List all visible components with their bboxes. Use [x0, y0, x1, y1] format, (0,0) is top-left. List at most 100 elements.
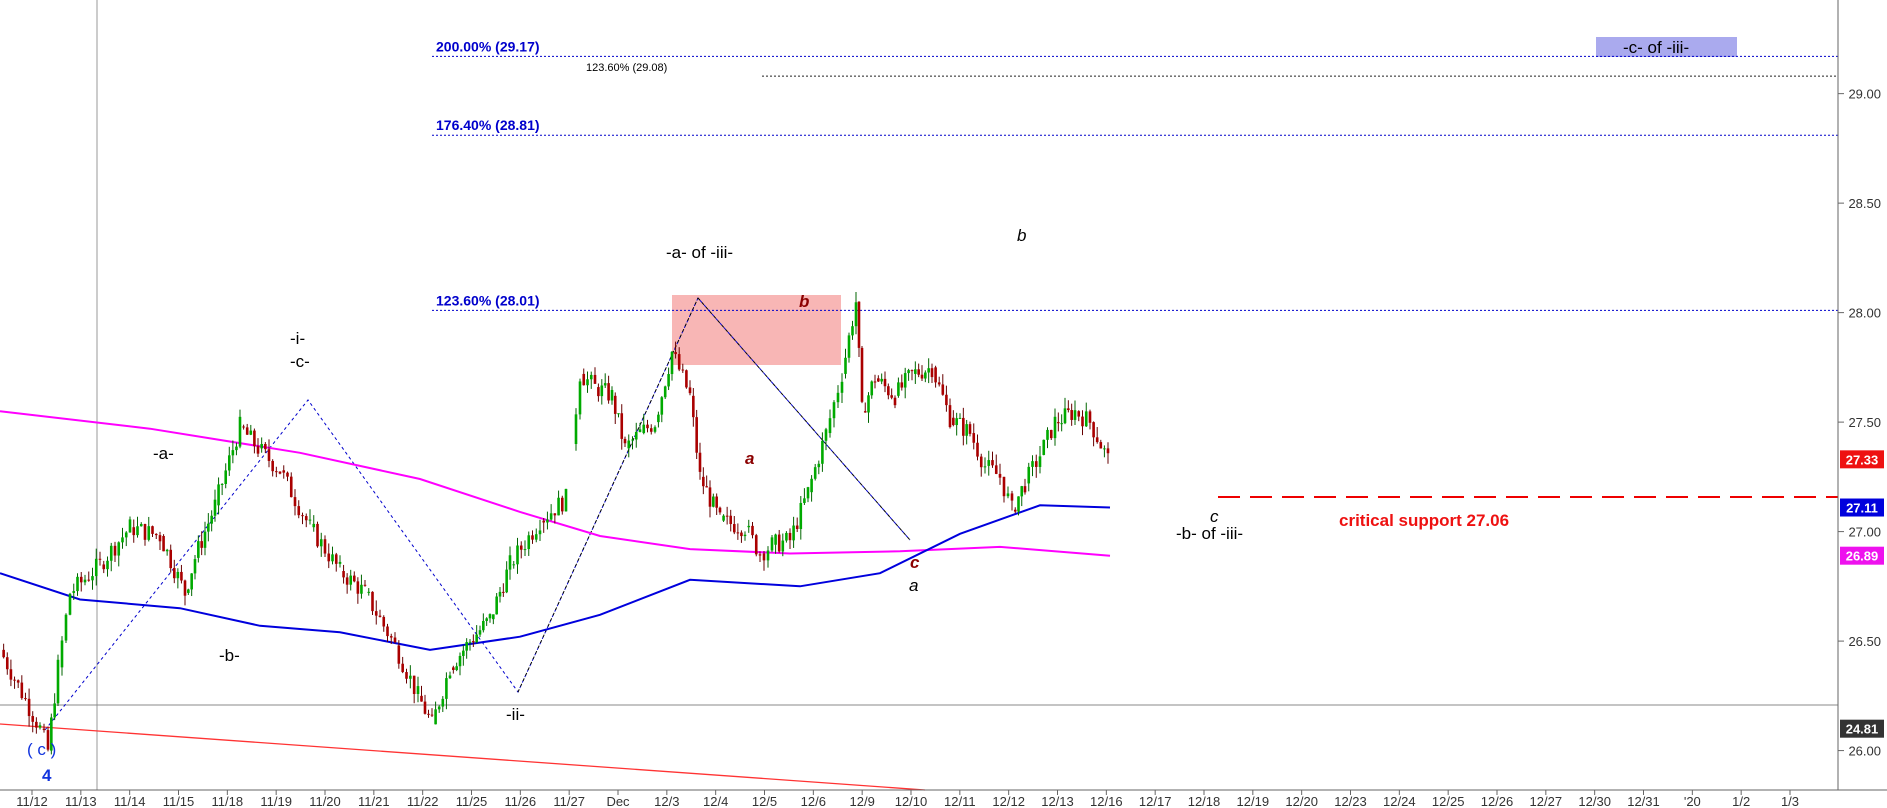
candle-body: [1020, 486, 1024, 497]
fib-level-label: 123.60% (28.01): [436, 292, 540, 308]
price-tag-value: 24.81: [1846, 722, 1879, 737]
candle-body: [102, 564, 106, 570]
candle-body: [427, 713, 430, 715]
price-tag-box: [1840, 719, 1884, 738]
candle-body: [712, 496, 715, 507]
x-tick-label: '20: [1684, 794, 1701, 808]
candle-body: [76, 576, 79, 592]
candle-body: [327, 553, 331, 562]
candle-body: [378, 615, 382, 617]
candle-body: [890, 395, 893, 398]
x-tick-label: 12/19: [1237, 794, 1270, 808]
candle-body: [472, 641, 475, 643]
candle-body: [766, 550, 770, 561]
candle-body: [613, 395, 617, 414]
x-tick-label: 11/20: [309, 794, 341, 808]
candle-body: [158, 535, 162, 542]
wave-guide-2: [517, 297, 699, 693]
candle-body: [448, 675, 452, 679]
candle-body: [154, 533, 158, 536]
candle-body: [553, 513, 557, 516]
candle-body: [505, 569, 508, 593]
candle-body: [203, 531, 207, 548]
candle-body: [546, 519, 549, 523]
y-tick-label: 28.50: [1848, 196, 1881, 211]
candle-body: [60, 640, 64, 668]
candle-body: [38, 725, 42, 728]
candle-body: [732, 524, 736, 533]
candle-body: [319, 539, 323, 547]
x-tick-label: 11/22: [407, 794, 439, 808]
y-tick-label: 27.50: [1848, 415, 1881, 430]
candle-body: [860, 347, 864, 402]
candle-body: [1063, 408, 1067, 424]
candle-body: [870, 381, 874, 396]
candle-body: [293, 497, 297, 507]
critical-support-label: critical support 27.06: [1339, 511, 1509, 530]
candle-body: [113, 545, 117, 556]
candle-body: [1013, 509, 1017, 512]
candle-body: [468, 641, 472, 643]
wave-label-b-of-iii: -b- of -iii-: [1176, 524, 1243, 543]
candle-body: [663, 386, 667, 398]
candle-body: [751, 525, 754, 536]
candle-body: [821, 440, 824, 464]
x-tick-label: 12/16: [1090, 794, 1123, 808]
candle-body: [586, 379, 589, 386]
candle-body: [342, 571, 345, 578]
y-axis: 26.00 26.50 27.00 27.50 28.00 28.50 29.00: [1837, 0, 1881, 790]
candle-body: [190, 573, 193, 590]
candle-body: [578, 381, 582, 415]
x-tick-label: 11/18: [212, 794, 244, 808]
candle-body: [374, 611, 378, 616]
candle-body: [893, 397, 897, 406]
candle-body: [1023, 486, 1027, 493]
candle-body: [817, 463, 821, 468]
candle-body: [722, 515, 725, 521]
candle-body: [1060, 423, 1063, 425]
candle-body: [883, 378, 887, 387]
wave-label-small-a: a: [745, 449, 754, 468]
candle-body: [705, 486, 708, 488]
candle-body: [627, 440, 631, 449]
candle-body: [412, 675, 416, 695]
price-tag-value: 26.89: [1846, 549, 1879, 564]
candle-body: [264, 444, 267, 450]
x-tick-label: 12/17: [1139, 794, 1172, 808]
candle-body: [795, 525, 799, 530]
wave-label-small-b: b: [799, 292, 809, 311]
candle-body: [151, 526, 154, 534]
candle-body: [238, 416, 242, 447]
candle-body: [220, 483, 224, 485]
candle-body: [968, 424, 972, 434]
candle-body: [674, 352, 677, 355]
candle-body: [847, 335, 851, 358]
candle-body: [117, 542, 121, 556]
candle-body: [367, 591, 371, 593]
candle-body: [582, 373, 586, 386]
candle-body: [401, 663, 404, 673]
candle-body: [27, 698, 31, 717]
candle-body: [109, 545, 113, 561]
candle-body: [593, 374, 597, 384]
price-tag-box: [1840, 546, 1884, 565]
candle-body: [646, 424, 649, 429]
x-tick-label: 1/3: [1781, 794, 1799, 808]
x-tick-label: 11/15: [163, 794, 195, 808]
candle-body: [1053, 416, 1057, 439]
candle-body: [828, 418, 832, 434]
candle-body: [994, 465, 998, 474]
candle-body: [770, 537, 774, 551]
candle-body: [235, 446, 238, 451]
candle-body: [213, 499, 217, 516]
candle-body: [851, 326, 854, 336]
y-tick-label: 29.00: [1848, 87, 1881, 102]
candle-body: [670, 351, 674, 375]
candle-body: [286, 472, 289, 477]
x-tick-label: 12/5: [752, 794, 777, 808]
candle-body: [948, 405, 952, 428]
candle-body: [729, 515, 733, 525]
candle-body: [53, 703, 56, 718]
candle-body: [452, 667, 455, 671]
candle-body: [323, 539, 327, 554]
